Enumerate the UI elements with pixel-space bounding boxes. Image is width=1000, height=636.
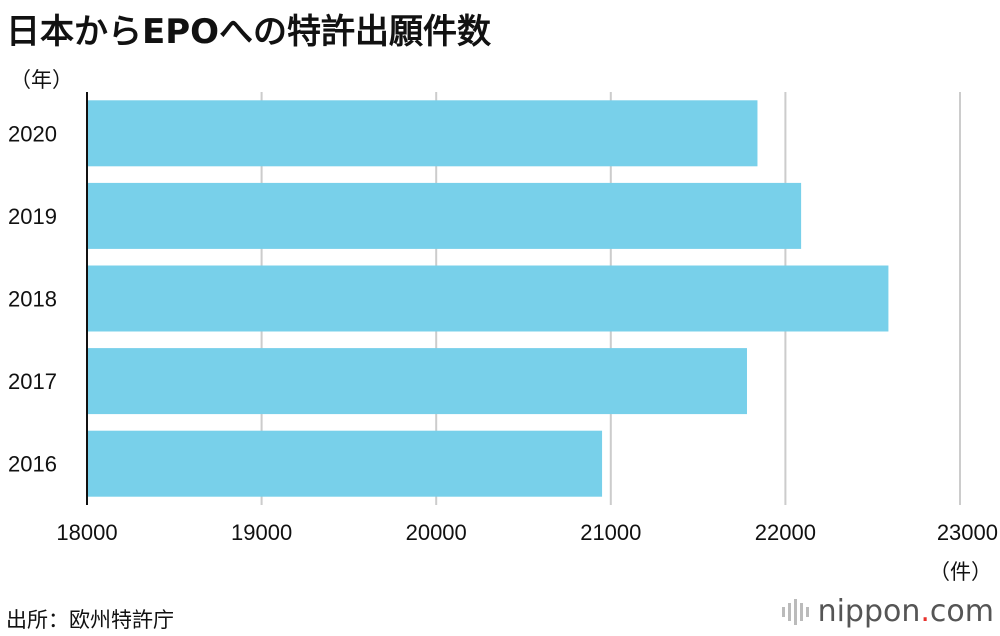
y-tick-label-2019: 2019 [8,204,57,229]
logo-suffix: com [929,594,994,629]
x-tick-label-20000: 20000 [406,520,467,545]
bar-2018 [87,265,889,332]
bar-2020 [87,100,758,167]
bar-2016 [87,430,603,497]
y-tick-label-2016: 2016 [8,452,57,477]
x-tick-label-22000: 22000 [755,520,816,545]
sound-bars-icon [781,597,812,627]
y-tick-label-2018: 2018 [8,287,57,312]
x-axis-unit-label: （件） [929,560,992,584]
logo-name: nippon [817,594,921,629]
y-axis-unit-label: （年） [10,68,73,92]
logo-dot: . [920,594,930,629]
source-note: 出所：欧州特許庁 [6,608,174,632]
x-tick-label-23000: 23000 [937,520,998,545]
nippon-logo: nippon. com [781,594,994,629]
bar-2017 [87,348,747,415]
x-tick-label-19000: 19000 [231,520,292,545]
y-tick-label-2017: 2017 [8,369,57,394]
x-tick-label-18000: 18000 [56,520,117,545]
chart-title: 日本からEPOへの特許出願件数 [6,12,492,52]
y-tick-label-2020: 2020 [8,121,57,146]
x-tick-label-21000: 21000 [580,520,641,545]
bar-2019 [87,182,802,249]
